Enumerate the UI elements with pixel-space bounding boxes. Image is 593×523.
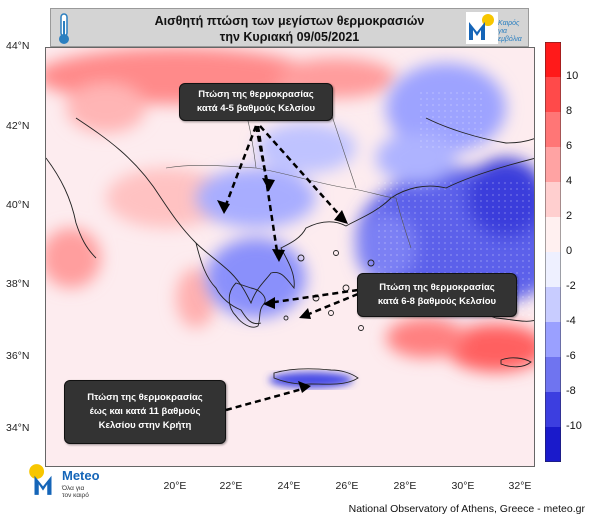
title-bar: Αισθητή πτώση των μεγίστων θερμοκρασιών …: [50, 8, 529, 47]
colorbar-cell: [545, 77, 561, 113]
colorbar-tick-label: -8: [566, 385, 576, 397]
map-canvas: [46, 48, 534, 466]
colorbar-cell: [545, 252, 561, 288]
lon-label-28: 28°E: [393, 480, 417, 492]
callout-arrows: [222, 125, 359, 412]
callout-east-line1: Πτώση της θερμοκρασίας: [379, 282, 495, 293]
meteo-m-logo-icon: [466, 12, 498, 44]
callout-crete-line1: Πτώση της θερμοκρασίας: [87, 392, 203, 403]
colorbar-cell: [545, 322, 561, 358]
arrow-heads: [217, 178, 348, 393]
colorbar-cell: [545, 357, 561, 393]
callout-north-line2: κατά 4-5 βαθμούς Κελσίου: [196, 103, 316, 114]
colorbar-tick-label: -2: [566, 280, 576, 292]
colorbar-tick-label: -4: [566, 315, 576, 327]
colorbar-tick-label: 2: [566, 210, 573, 222]
callout-north: Πτώση της θερμοκρασίας κατά 4-5 βαθμούς …: [179, 83, 333, 121]
colorbar-cell: [545, 147, 561, 183]
lat-label-34: 34°N: [6, 422, 30, 434]
colorbar-tick-label: 4: [566, 175, 573, 187]
lat-label-36: 36°N: [6, 350, 30, 362]
lon-label-30: 30°E: [451, 480, 475, 492]
thermometer-icon: [59, 13, 69, 44]
footer-brand: Meteo: [62, 468, 100, 483]
colorbar-tick-label: 6: [566, 140, 573, 152]
colorbar-tick-label: -10: [566, 420, 582, 432]
lat-label-44: 44°N: [6, 40, 30, 52]
colorbar-cell: [545, 427, 561, 462]
footer-slogan-line2: τον καιρό: [62, 492, 89, 499]
lon-label-20: 20°E: [163, 480, 187, 492]
crete-cooling: [269, 372, 353, 388]
colorbar-tick-label: -6: [566, 350, 576, 362]
colorbar-cell: [545, 182, 561, 218]
lon-label-26: 26°E: [335, 480, 359, 492]
temperature-change-map: [45, 47, 535, 467]
callout-crete-line3: Κελσίου στην Κρήτη: [98, 420, 192, 431]
lat-label-40: 40°N: [6, 199, 30, 211]
colorbar-tick-label: 0: [566, 245, 573, 257]
brand-top-line2: εμβόλια: [498, 36, 522, 43]
colorbar-cell: [545, 112, 561, 148]
lon-label-32: 32°E: [508, 480, 532, 492]
colorbar: [545, 42, 561, 462]
lon-label-24: 24°E: [277, 480, 301, 492]
callout-east: Πτώση της θερμοκρασίας κατά 6-8 βαθμούς …: [357, 273, 517, 317]
source-credit: National Observatory of Athens, Greece -…: [348, 503, 585, 515]
colorbar-cell: [545, 217, 561, 253]
callout-east-line2: κατά 6-8 βαθμούς Κελσίου: [377, 296, 497, 307]
colorbar-cell: [545, 392, 561, 428]
lon-label-22: 22°E: [219, 480, 243, 492]
footer-slogan-line1: Όλα για: [62, 485, 85, 492]
footer-slogan: Όλα για τον καιρό: [62, 485, 89, 499]
colorbar-tick-label: 8: [566, 105, 573, 117]
map-title-line1: Αισθητή πτώση των μεγίστων θερμοκρασιών: [154, 14, 425, 28]
colorbar-tick-label: 10: [566, 70, 579, 82]
callout-crete: Πτώση της θερμοκρασίας έως και κατά 11 β…: [64, 380, 226, 444]
callout-crete-line2: έως και κατά 11 βαθμούς: [89, 406, 201, 417]
callout-north-line1: Πτώση της θερμοκρασίας: [198, 89, 314, 100]
lat-label-38: 38°N: [6, 278, 30, 290]
colorbar-cell: [545, 287, 561, 323]
brand-top-line1: Καιρός για: [498, 20, 520, 35]
lat-label-42: 42°N: [6, 120, 30, 132]
brand-logo-top: Καιρός για εμβόλια: [466, 12, 524, 45]
map-title-line2: την Κυριακή 09/05/2021: [219, 30, 360, 44]
colorbar-cell: [545, 42, 561, 78]
meteo-footer-logo-icon: [29, 464, 52, 495]
